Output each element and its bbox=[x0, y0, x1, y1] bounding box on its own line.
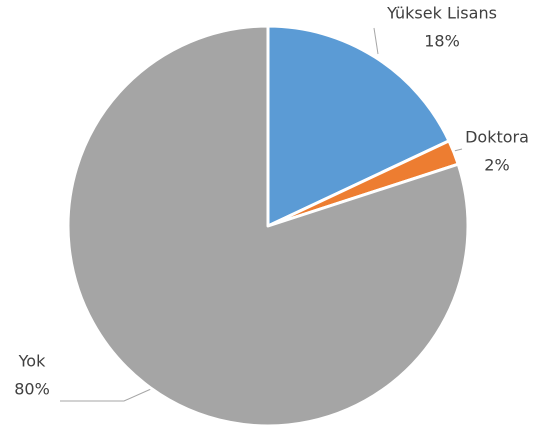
pie-slice bbox=[266, 24, 451, 228]
category-label: Yüksek Lisans bbox=[386, 4, 497, 23]
value-label: 80% bbox=[14, 380, 50, 399]
value-label: 18% bbox=[424, 32, 460, 51]
leader-line bbox=[453, 148, 463, 152]
category-label: Doktora bbox=[465, 128, 529, 147]
category-label: Yok bbox=[18, 352, 46, 371]
value-label: 2% bbox=[484, 156, 509, 175]
leader-line bbox=[373, 27, 379, 55]
leader-line bbox=[60, 388, 152, 402]
pie-slice bbox=[66, 24, 470, 428]
